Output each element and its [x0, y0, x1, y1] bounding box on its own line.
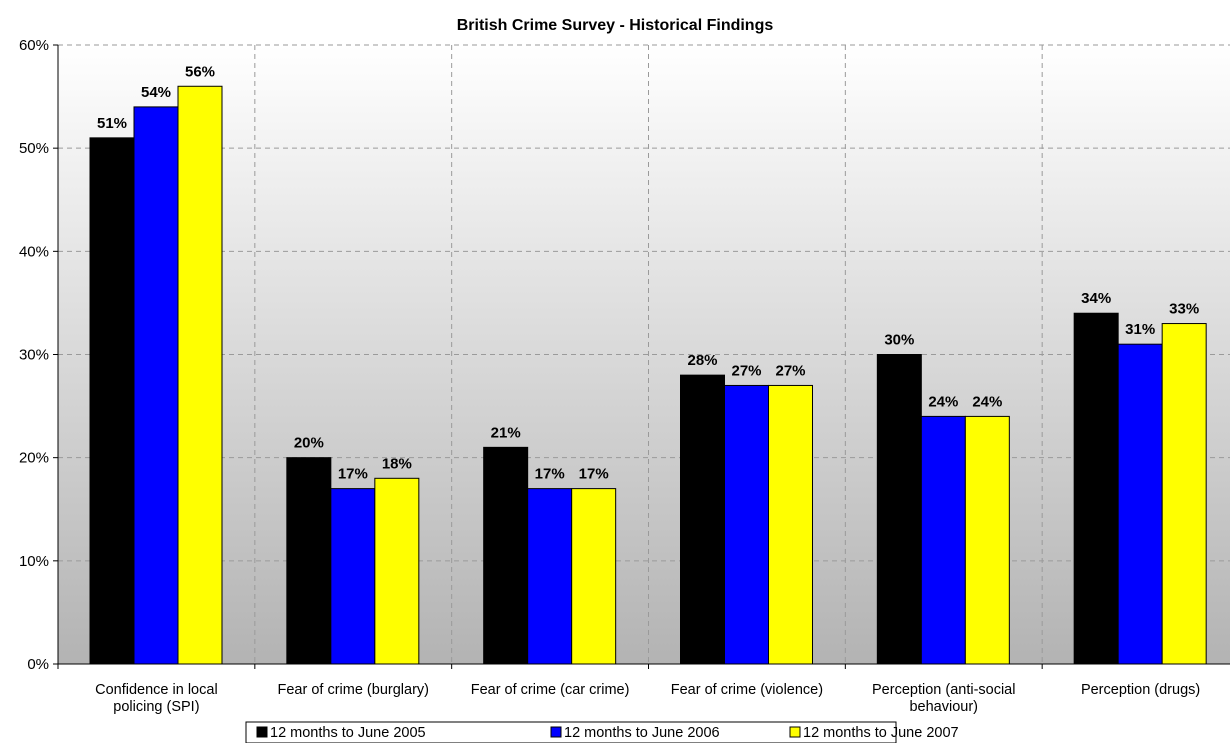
- legend-label: 12 months to June 2007: [803, 725, 959, 741]
- bar: [680, 374, 725, 665]
- y-tick-label: 40%: [19, 243, 49, 260]
- bar: [1073, 312, 1119, 665]
- bar: [920, 415, 966, 665]
- chart-title: British Crime Survey - Historical Findin…: [457, 17, 774, 34]
- data-label: 56%: [185, 63, 215, 80]
- data-label: 18%: [382, 455, 412, 472]
- y-tick-label: 60%: [19, 37, 49, 54]
- bar: [286, 457, 332, 665]
- data-label: 17%: [338, 466, 368, 483]
- x-tick-label: Perception (drugs): [1081, 682, 1200, 698]
- x-tick-label: Fear of crime (violence): [671, 682, 823, 698]
- data-label: 17%: [579, 466, 609, 483]
- category-labels: Confidence in local policing (SPI) Fear of…: [95, 682, 1200, 715]
- data-label: 51%: [97, 115, 127, 132]
- x-tick-label: Fear of crime (car crime): [471, 682, 630, 698]
- x-tick-label: Perception (anti-social behaviour): [872, 682, 1015, 715]
- bar: [89, 137, 135, 665]
- bar: [571, 488, 617, 665]
- data-label: 30%: [884, 332, 914, 349]
- data-label: 27%: [775, 362, 805, 379]
- bar: [724, 384, 769, 665]
- y-tick-label: 30%: [19, 347, 49, 364]
- legend: 12 months to June 2005 12 months to June …: [245, 721, 959, 743]
- bar: [177, 85, 223, 665]
- legend-box: [245, 721, 897, 743]
- bar: [374, 477, 420, 665]
- x-tick-label: Confidence in local policing (SPI): [95, 682, 218, 715]
- legend-label: 12 months to June 2006: [564, 725, 720, 741]
- data-label: 54%: [141, 84, 171, 101]
- legend-label: 12 months to June 2005: [270, 725, 426, 741]
- data-label: 24%: [928, 393, 958, 410]
- legend-swatch: [256, 726, 268, 738]
- gridlines: [58, 44, 1230, 664]
- data-label: 33%: [1169, 301, 1199, 318]
- bar: [876, 354, 922, 665]
- data-label: 34%: [1081, 290, 1111, 307]
- bar: [1117, 343, 1163, 665]
- axes: 0% 10% 20% 30% 40% 50% 60%: [19, 37, 1230, 673]
- bar: [483, 446, 529, 665]
- data-label: 28%: [687, 352, 717, 369]
- y-tick-label: 10%: [19, 553, 49, 570]
- y-tick-label: 50%: [19, 140, 49, 157]
- bar: [133, 106, 179, 665]
- y-tick-label: 0%: [27, 656, 49, 673]
- legend-swatch: [550, 726, 562, 738]
- x-tick-label: Fear of crime (burglary): [278, 682, 429, 698]
- data-label: 27%: [731, 362, 761, 379]
- bar: [964, 415, 1010, 665]
- data-label: 21%: [491, 424, 521, 441]
- data-label: 17%: [535, 466, 565, 483]
- bar: [768, 384, 813, 665]
- legend-swatch: [789, 726, 801, 738]
- y-tick-label: 20%: [19, 450, 49, 467]
- data-labels: 51% 20% 21% 28% 30% 34% 54% 17% 17% 27% 24% 31% 56% 1…: [97, 63, 1199, 482]
- bar: [330, 488, 376, 665]
- bars: [89, 85, 1207, 665]
- bar: [527, 488, 573, 665]
- data-label: 31%: [1125, 321, 1155, 338]
- data-label: 24%: [972, 393, 1002, 410]
- bar: [1161, 323, 1207, 665]
- data-label: 20%: [294, 435, 324, 452]
